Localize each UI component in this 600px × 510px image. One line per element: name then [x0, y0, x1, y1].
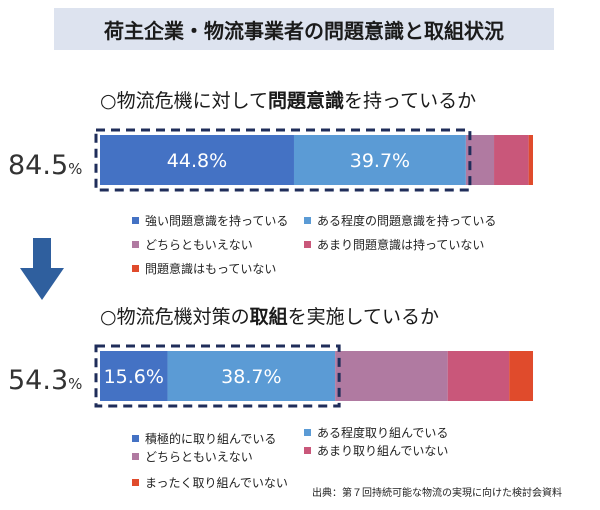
- down-arrow-icon: [20, 238, 64, 300]
- legend-action-strong: 積極的に取り組んでいる: [132, 430, 276, 447]
- legend-awareness-strong: 強い問題意識を持っている: [132, 212, 288, 229]
- bar-segment-2-3: [335, 351, 448, 401]
- question-awareness: ○物流危機に対して問題意識を持っているか: [100, 86, 476, 113]
- legend-action-neutral: どちらともいえない: [132, 448, 253, 465]
- total-awareness-value: 84.5: [8, 150, 69, 181]
- bar-segment-2-1: [100, 351, 168, 401]
- legend-label: あまり問題意識は持っていない: [317, 238, 485, 252]
- legend-label: あまり取り組んでいない: [317, 444, 449, 458]
- legend-swatch: [132, 265, 139, 272]
- total-awareness: 84.5%: [8, 150, 82, 181]
- question-awareness-bold: 問題意識: [268, 90, 345, 112]
- legend-label: ある程度の問題意識を持っている: [317, 214, 497, 228]
- legend-awareness-none: 問題意識はもっていない: [132, 260, 276, 277]
- legend-swatch: [304, 447, 311, 454]
- bar-segment-1-4: [494, 135, 529, 185]
- highlight-box-1: [94, 128, 472, 192]
- page-title: 荷主企業・物流事業者の問題意識と取組状況: [54, 8, 554, 50]
- legend-swatch: [132, 217, 139, 224]
- legend-swatch: [304, 241, 311, 248]
- bar-segment-2-2: [167, 351, 336, 401]
- legend-label: ある程度取り組んでいる: [317, 426, 449, 440]
- bar-segment-2-5: [509, 351, 534, 401]
- legend-awareness-neutral: どちらともいえない: [132, 236, 253, 253]
- legend-swatch: [304, 429, 311, 436]
- bar-segment-2-4: [447, 351, 510, 401]
- bar-label-2-1: 15.6%: [104, 366, 164, 388]
- question-awareness-post: を持っているか: [344, 90, 477, 112]
- total-action-value: 54.3: [8, 365, 69, 396]
- legend-awareness-medium: ある程度の問題意識を持っている: [304, 212, 496, 229]
- legend-label: まったく取り組んでいない: [145, 476, 288, 490]
- legend-label: 問題意識はもっていない: [145, 262, 277, 276]
- total-action-unit: %: [68, 375, 83, 393]
- legend-swatch: [304, 217, 311, 224]
- bar-segment-1-5: [528, 135, 533, 185]
- question-action: ○物流危機対策の取組を実施しているか: [100, 302, 439, 329]
- bar-segment-1-1: [100, 135, 294, 185]
- legend-awareness-weak: あまり問題意識は持っていない: [304, 236, 484, 253]
- legend-action-weak: あまり取り組んでいない: [304, 442, 448, 459]
- legend-action-medium: ある程度取り組んでいる: [304, 424, 448, 441]
- highlight-box-2: [94, 344, 341, 408]
- legend-action-none: まったく取り組んでいない: [132, 474, 288, 491]
- source-note: 出典：第７回持続可能な物流の実現に向けた検討会資料: [312, 488, 562, 499]
- legend-label: どちらともいえない: [145, 238, 253, 252]
- question-awareness-pre: ○物流危機に対して: [100, 90, 269, 112]
- bar-label-1-2: 39.7%: [350, 150, 410, 172]
- total-awareness-unit: %: [68, 160, 83, 178]
- legend-label: 積極的に取り組んでいる: [145, 432, 277, 446]
- bar-segment-1-2: [293, 135, 466, 185]
- legend-swatch: [132, 453, 139, 460]
- legend-swatch: [132, 241, 139, 248]
- question-action-post: を実施しているか: [287, 306, 440, 328]
- bar-label-1-1: 44.8%: [167, 150, 227, 172]
- legend-label: 強い問題意識を持っている: [145, 214, 289, 228]
- total-action: 54.3%: [8, 365, 82, 396]
- question-action-pre: ○物流危機対策の: [100, 306, 250, 328]
- legend-label: どちらともいえない: [145, 450, 253, 464]
- legend-swatch: [132, 435, 139, 442]
- question-action-bold: 取組: [249, 306, 288, 328]
- legend-swatch: [132, 479, 139, 486]
- bar-label-2-2: 38.7%: [221, 366, 281, 388]
